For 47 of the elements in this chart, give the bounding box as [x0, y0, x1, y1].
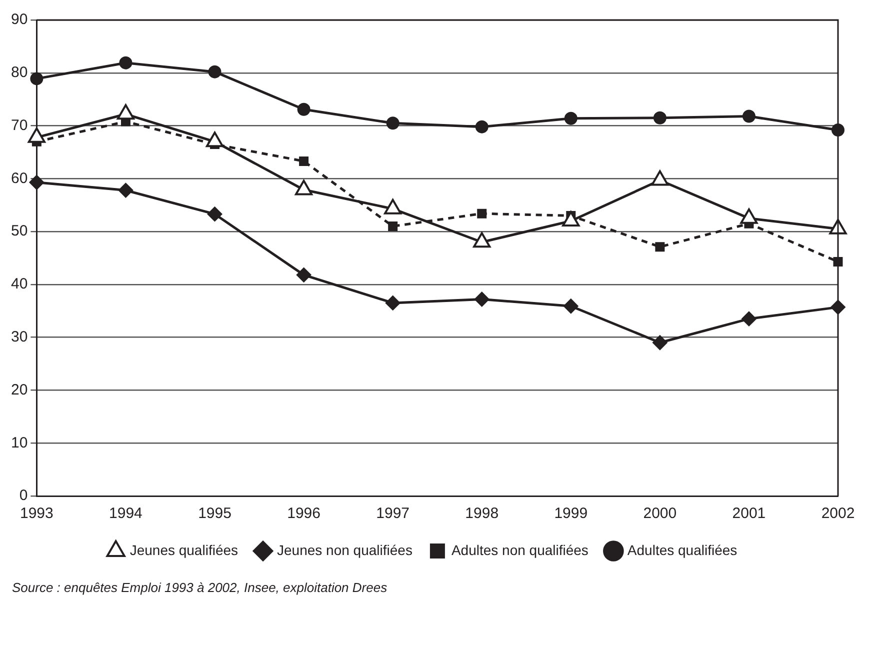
- y-tick-label: 20: [10, 381, 28, 398]
- point: [385, 295, 400, 310]
- x-tick-label: 2000: [643, 505, 677, 522]
- x-tick-label: 1996: [287, 505, 320, 522]
- y-tick-label: 30: [10, 328, 28, 346]
- x-tick-label: 2001: [732, 505, 766, 522]
- point: [563, 298, 578, 314]
- point: [652, 335, 668, 350]
- x-tick-label: 1998: [465, 505, 499, 522]
- point: [742, 110, 756, 123]
- point: [474, 292, 490, 307]
- point: [475, 120, 488, 134]
- legend-label: Adultes qualifiées: [627, 542, 738, 558]
- point: [564, 112, 578, 125]
- point: [299, 156, 309, 166]
- point: [388, 222, 398, 232]
- legend-label: Jeunes qualifiées: [130, 542, 238, 558]
- point: [30, 72, 44, 86]
- point: [386, 116, 400, 130]
- point: [477, 208, 487, 218]
- y-tick-label: 50: [10, 222, 28, 240]
- x-tick-label: 1995: [198, 505, 232, 522]
- point: [118, 182, 134, 198]
- x-tick-label: 1993: [20, 505, 54, 522]
- point: [653, 111, 666, 124]
- point: [741, 311, 756, 326]
- y-tick-label: 10: [10, 434, 28, 452]
- y-tick-label: 40: [10, 276, 28, 293]
- x-tick-label: 1994: [109, 505, 142, 522]
- legend-label: Jeunes non qualifiées: [277, 542, 412, 558]
- point: [655, 242, 665, 252]
- y-tick-label: 70: [10, 116, 28, 134]
- source-note: Source : enquêtes Emploi 1993 à 2002, Insee, exploitation Drees: [12, 580, 388, 595]
- x-tick-label: 1999: [554, 505, 588, 522]
- y-tick-label: 90: [10, 11, 28, 28]
- x-tick-label: 2002: [821, 505, 855, 522]
- point: [29, 174, 44, 190]
- point: [207, 206, 222, 222]
- y-tick-label: 0: [19, 487, 28, 504]
- x-tick-label: 1997: [376, 505, 410, 522]
- point: [297, 102, 310, 116]
- point: [296, 267, 312, 282]
- point: [208, 65, 222, 78]
- point: [119, 56, 132, 70]
- legend-label: Adultes non qualifiées: [451, 542, 588, 558]
- y-tick-label: 80: [10, 64, 28, 82]
- y-tick-label: 60: [10, 170, 28, 187]
